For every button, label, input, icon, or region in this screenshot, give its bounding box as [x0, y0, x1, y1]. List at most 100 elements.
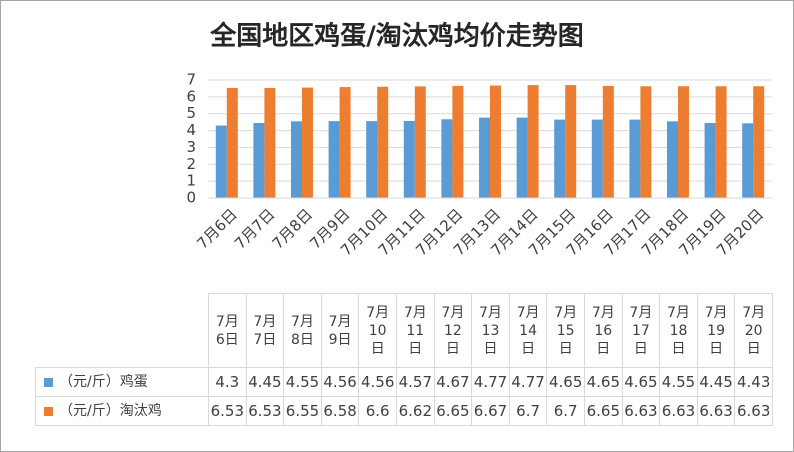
table-value: 6.53 — [208, 396, 247, 426]
table-value: 4.56 — [358, 367, 397, 397]
table-value: 6.63 — [621, 396, 661, 426]
table-header-text: 7月17日 — [629, 304, 653, 357]
table-value: 4.45 — [696, 367, 736, 397]
table-value: 6.65 — [433, 396, 473, 426]
y-tick-label: 2 — [186, 155, 196, 173]
table-value: 4.55 — [283, 367, 322, 397]
table-value: 4.77 — [471, 367, 510, 397]
legend-swatch — [44, 406, 53, 416]
table-value: 6.65 — [584, 396, 623, 426]
table-value: 4.3 — [208, 367, 247, 397]
table-header-cell: 7月10日 — [358, 293, 397, 368]
table-header-text: 7月15日 — [554, 304, 578, 357]
y-tick-label: 1 — [186, 172, 196, 190]
bar — [215, 125, 227, 198]
y-tick-label: 0 — [186, 189, 196, 207]
bar — [226, 87, 238, 198]
table-value: 6.63 — [734, 396, 773, 426]
bar — [640, 86, 652, 198]
table-value: 4.56 — [320, 367, 360, 397]
bar — [667, 121, 678, 198]
bar — [715, 86, 727, 198]
table-header-text: 7月6日 — [215, 313, 239, 348]
table-header-cell: 7月15日 — [546, 293, 585, 368]
table-value: 6.63 — [659, 396, 698, 426]
table-value: 6.67 — [471, 396, 510, 426]
y-tick-label: 3 — [186, 138, 196, 156]
bar — [339, 87, 351, 198]
table-header-text: 7月10日 — [366, 304, 390, 357]
bar — [753, 86, 765, 198]
table-header-cell: 7月9日 — [320, 293, 360, 368]
table-header-cell: 7月7日 — [245, 293, 285, 368]
legend-label: （元/斤）鸡蛋 — [59, 374, 148, 390]
table-value: 6.6 — [358, 396, 397, 426]
table-header-cell: 7月11日 — [396, 293, 435, 368]
legend-cell: （元/斤）鸡蛋 — [35, 367, 209, 397]
table-header-text: 7月19日 — [704, 304, 728, 357]
bar — [527, 85, 539, 198]
bar — [441, 119, 453, 198]
y-tick-label: 5 — [186, 104, 196, 122]
bar — [328, 121, 340, 198]
y-tick-label: 7 — [186, 71, 196, 89]
table-header-cell: 7月19日 — [696, 293, 736, 368]
table-value: 4.57 — [396, 367, 435, 397]
table-header-text: 7月14日 — [516, 304, 540, 357]
bar — [554, 119, 566, 198]
bar — [742, 123, 754, 198]
bar — [591, 119, 603, 198]
bar — [565, 85, 577, 198]
table-value: 6.63 — [696, 396, 736, 426]
table-header-cell: 7月6日 — [208, 293, 247, 368]
table-header-cell: 7月14日 — [508, 293, 548, 368]
bar — [253, 122, 265, 198]
bar — [414, 86, 426, 198]
table-header-cell: 7月17日 — [621, 293, 661, 368]
table-value: 6.53 — [245, 396, 285, 426]
bar — [516, 117, 528, 198]
table-header-text: 7月11日 — [403, 304, 427, 357]
table-value: 6.7 — [508, 396, 548, 426]
table-value: 4.55 — [659, 367, 698, 397]
legend-cell: （元/斤）淘汰鸡 — [35, 396, 209, 426]
table-header-cell: 7月12日 — [433, 293, 473, 368]
table-header-text: 7月12日 — [441, 304, 465, 357]
table-header-cell: 7月18日 — [659, 293, 698, 368]
table-header-text: 7月8日 — [291, 313, 314, 348]
chart-title: 全国地区鸡蛋/淘汰鸡均价走势图 — [209, 21, 584, 52]
bar — [602, 85, 614, 198]
table-value: 4.65 — [621, 367, 661, 397]
bar — [678, 86, 689, 198]
table-header-text: 7月9日 — [328, 313, 352, 348]
table-value: 6.58 — [320, 396, 360, 426]
bar — [479, 117, 490, 198]
table-header-cell: 7月16日 — [584, 293, 623, 368]
y-tick-label: 4 — [186, 121, 196, 139]
legend-swatch — [44, 377, 53, 387]
bar — [264, 87, 276, 198]
table-header-cell: 7月13日 — [471, 293, 510, 368]
table-value: 4.43 — [734, 367, 773, 397]
legend-label: （元/斤）淘汰鸡 — [59, 403, 162, 419]
table-value: 6.7 — [546, 396, 585, 426]
y-tick-label: 6 — [186, 87, 196, 105]
table-header-text: 7月18日 — [667, 304, 690, 357]
bar — [490, 85, 501, 198]
table-header-cell: 7月20日 — [734, 293, 773, 368]
table-header-cell: 7月8日 — [283, 293, 322, 368]
bar — [403, 120, 415, 198]
table-header-text: 7月7日 — [253, 313, 277, 348]
table-value: 4.67 — [433, 367, 473, 397]
bar — [366, 121, 378, 198]
table-header-text: 7月13日 — [479, 304, 502, 357]
table-value: 4.65 — [584, 367, 623, 397]
bar — [377, 86, 389, 198]
bar — [291, 121, 302, 198]
bar — [629, 119, 641, 198]
table-value: 6.55 — [283, 396, 322, 426]
bar — [704, 122, 716, 198]
